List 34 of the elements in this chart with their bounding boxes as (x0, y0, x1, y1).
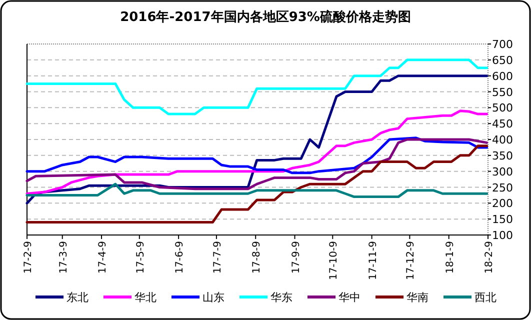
y-tick-label: 550 (492, 86, 513, 99)
y-tick-label: 400 (492, 134, 513, 146)
legend-label: 东北 (66, 291, 88, 304)
legend-label: 华南 (406, 291, 428, 304)
y-tick-label: 150 (492, 213, 513, 226)
x-tick-label: 17-2-9 (23, 241, 34, 274)
y-tick-label: 450 (492, 118, 513, 131)
y-tick-label: 500 (492, 102, 513, 115)
x-tick-label: 18-1-9 (444, 241, 456, 274)
x-tick-label: 17-7-9 (212, 241, 224, 274)
y-tick-label: 350 (492, 149, 513, 162)
legend-label: 西北 (474, 291, 496, 304)
x-tick-label: 17-8-9 (252, 241, 263, 274)
x-tick-label: 17-9-9 (290, 241, 302, 274)
x-tick-label: 17-11-9 (368, 241, 379, 280)
y-tick-label: 100 (492, 229, 513, 242)
y-tick-label: 700 (492, 38, 513, 51)
x-tick-label: 17-5-9 (135, 241, 146, 274)
x-tick-label: 17-4-9 (98, 241, 109, 274)
legend-label: 华中 (338, 291, 360, 304)
legend-label: 华东 (270, 291, 292, 304)
x-tick-label: 18-2-9 (484, 241, 495, 274)
chart-title: 2016年-2017年国内各地区93%硫酸价格走势图 (120, 9, 411, 25)
y-tick-label: 250 (492, 181, 513, 194)
legend-label: 华北 (134, 291, 156, 304)
x-tick-label: 17-6-9 (174, 241, 186, 274)
y-tick-label: 200 (492, 197, 513, 210)
x-tick-label: 17-3-9 (58, 241, 70, 274)
legend-label: 山东 (202, 291, 224, 304)
x-tick-label: 17-10-9 (328, 241, 340, 280)
y-tick-label: 300 (492, 165, 513, 178)
y-tick-label: 650 (492, 54, 513, 67)
x-tick-label: 17-12-9 (406, 241, 417, 280)
y-tick-label: 600 (492, 70, 513, 83)
